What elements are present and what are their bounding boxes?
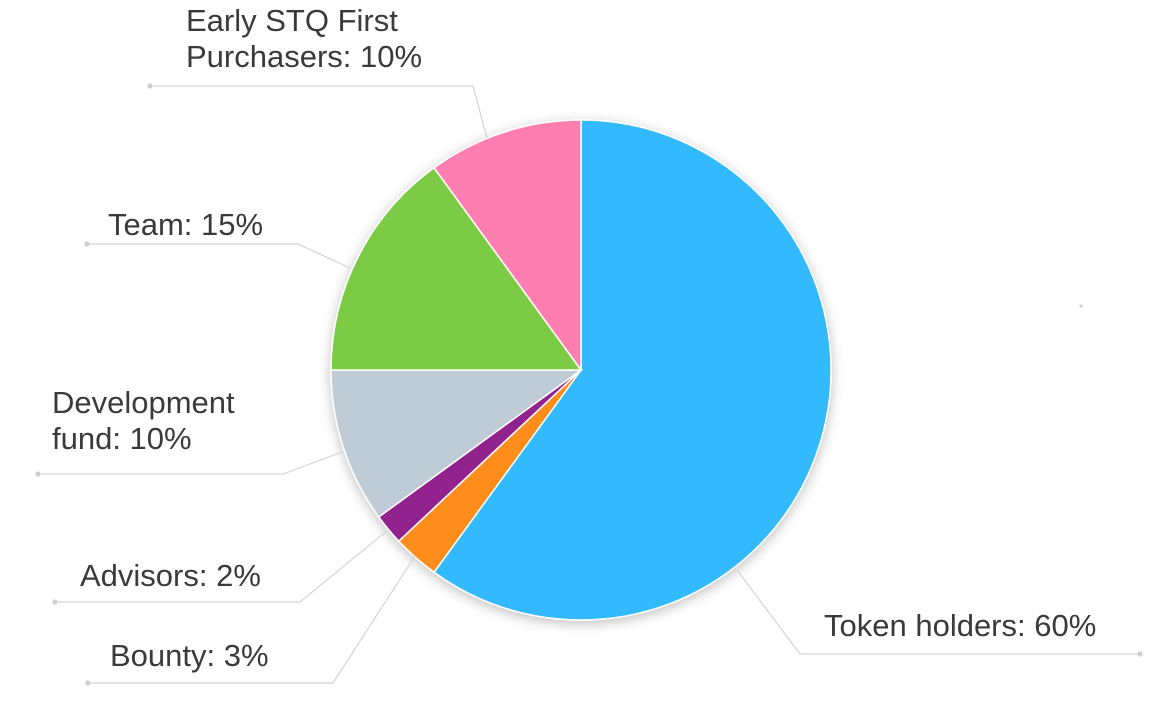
leader-line-early (150, 85, 488, 139)
slice-label-team: Team: 15% (108, 207, 263, 242)
leader-line-bounty (88, 555, 416, 684)
slice-label-bounty: Bounty: 3% (110, 638, 269, 673)
pie-slices (330, 119, 832, 621)
leader-lines (35, 83, 1143, 686)
leader-dot-advisors (52, 599, 58, 605)
leader-dot-team (84, 241, 90, 247)
leader-line-advisors (55, 529, 389, 603)
leader-dot-devfund (35, 471, 41, 477)
slice-label-early-line1: Early STQ First (186, 3, 398, 38)
stray-dot (1079, 304, 1083, 308)
slice-label-devfund-line2: fund: 10% (52, 421, 192, 456)
slice-label-early-line2: Purchasers: 10% (186, 39, 422, 74)
leader-line-devfund (38, 451, 343, 475)
slice-label-token: Token holders: 60% (824, 608, 1096, 643)
slice-early (433, 119, 582, 373)
slice-label-devfund-line1: Development (52, 385, 235, 420)
slice-label-advisors: Advisors: 2% (80, 558, 261, 593)
leader-dot-early (147, 83, 153, 89)
leader-dot-bounty (85, 680, 91, 686)
leader-line-token (736, 569, 1140, 655)
leader-line-team (87, 243, 351, 269)
leader-dot-token (1137, 651, 1143, 657)
slice-devfund (330, 369, 584, 518)
slice-labels: Token holders: 60% Bounty: 3% Advisors: 2%… (52, 3, 1096, 673)
slice-token (433, 119, 832, 621)
slice-team (330, 166, 583, 371)
